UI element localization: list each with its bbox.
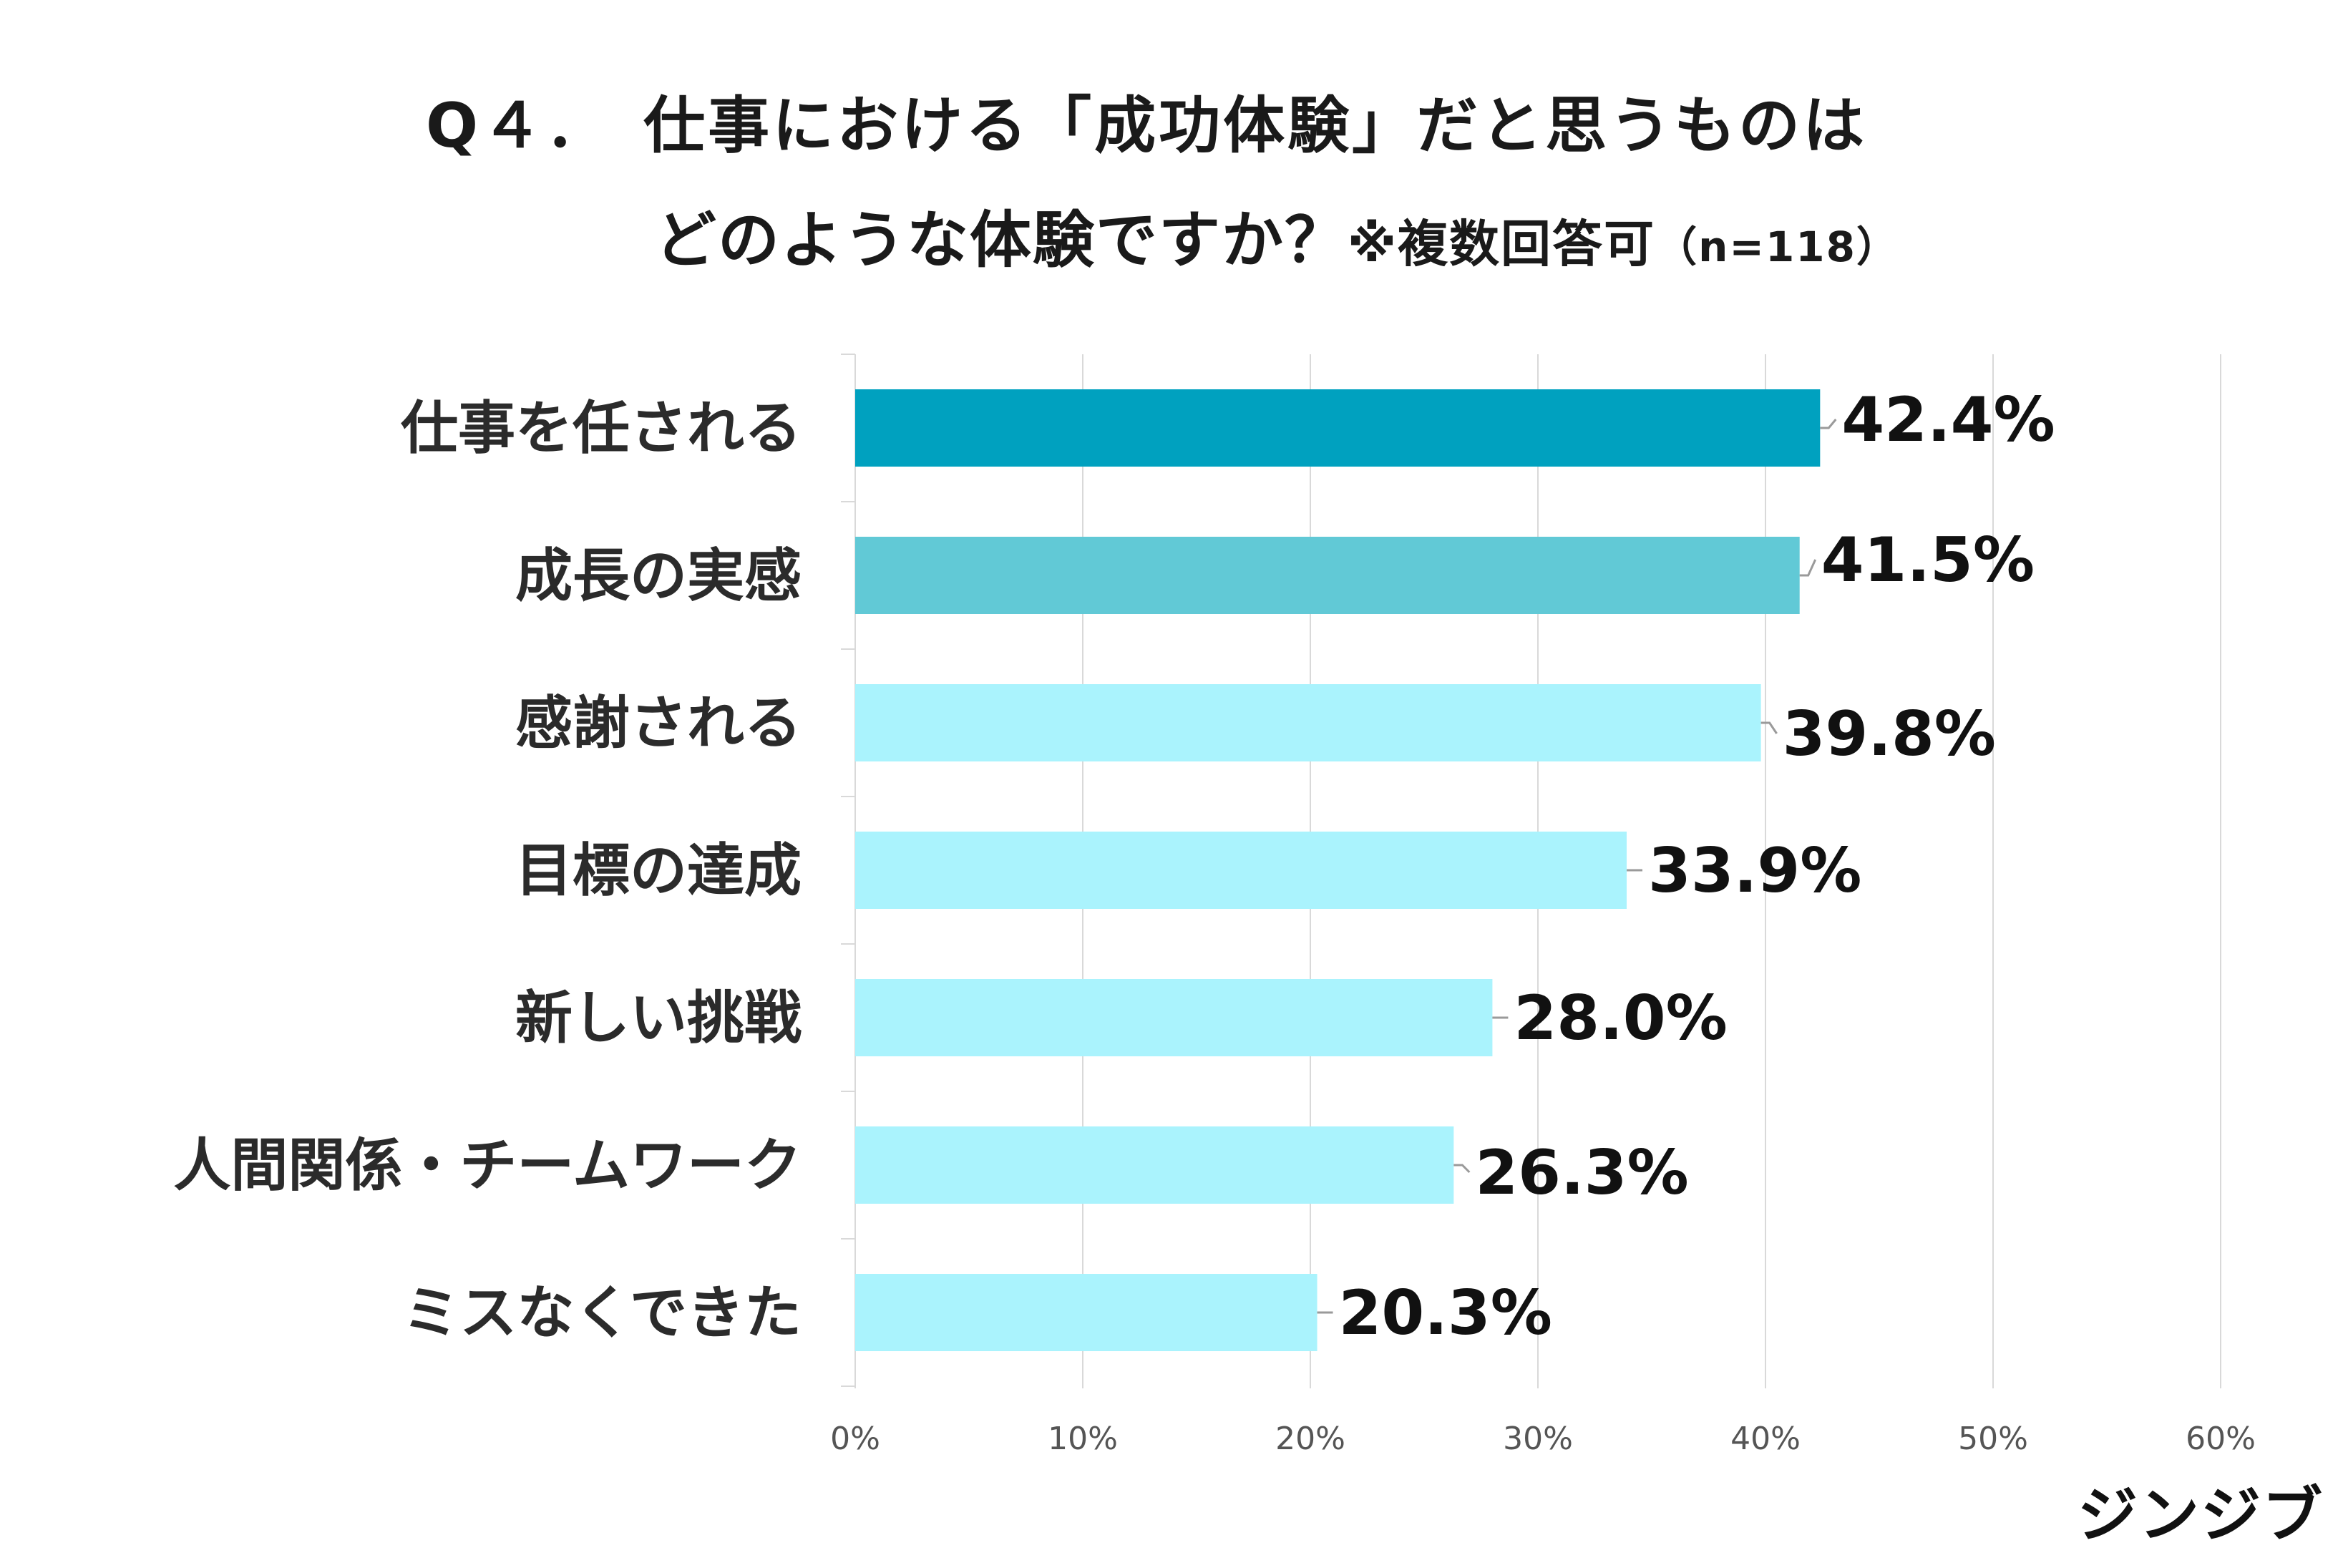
leader-line xyxy=(1820,419,1837,429)
category-label: 目標の達成 xyxy=(515,837,802,904)
leader-lines xyxy=(1317,419,1837,1314)
sample-size: （n=118） xyxy=(1655,223,1900,271)
x-tick-label: 50% xyxy=(1958,1421,2028,1457)
data-label: 41.5% xyxy=(1821,525,2035,596)
title-main: どのような体験ですか？ xyxy=(655,205,1348,276)
x-tick-label: 0% xyxy=(830,1421,880,1457)
value-labels: 42.4% 41.5% 39.8% 33.9% 28.0% 26.3% 20.3% xyxy=(1339,384,2055,1349)
category-labels: 仕事を任される成長の実感感謝される目標の達成新しい挑戦人間関係・チームワークミス… xyxy=(173,395,802,1346)
brand-logo: ジンジブ xyxy=(2077,1480,2324,1550)
category-label: 成長の実感 xyxy=(515,542,802,609)
bar xyxy=(855,1274,1317,1351)
x-tick-label: 10% xyxy=(1048,1421,1118,1457)
leader-line xyxy=(1760,721,1778,734)
data-label: 20.3% xyxy=(1339,1277,1552,1349)
leader-line xyxy=(1453,1164,1471,1174)
data-label: 42.4% xyxy=(1841,384,2055,456)
data-label: 39.8% xyxy=(1783,698,1996,770)
x-axis-ticks: 0% 10% 20% 30% 40% 50% 60% xyxy=(830,1421,2256,1457)
x-tick-label: 40% xyxy=(1730,1421,1801,1457)
category-axis xyxy=(841,354,856,1388)
data-label: 28.0% xyxy=(1514,983,1727,1054)
data-label: 26.3% xyxy=(1475,1137,1688,1209)
chart-title: Q４． 仕事における「成功体験」だと思うものは どのような体験ですか？※複数回答… xyxy=(0,0,2338,286)
bar xyxy=(855,537,1800,614)
category-label: 新しい挑戦 xyxy=(515,985,802,1051)
title-line-2: どのような体験ですか？※複数回答可（n=118） xyxy=(655,190,1899,279)
data-label: 33.9% xyxy=(1648,835,1861,907)
leader-line xyxy=(1799,559,1817,577)
category-label: 感謝される xyxy=(515,690,802,756)
bar xyxy=(855,832,1627,909)
x-tick-label: 30% xyxy=(1503,1421,1573,1457)
bar xyxy=(855,684,1761,761)
x-tick-label: 20% xyxy=(1275,1421,1345,1457)
category-label: ミスなくできた xyxy=(402,1280,802,1346)
bar xyxy=(855,1126,1454,1204)
title-note: ※複数回答可 xyxy=(1348,215,1656,273)
x-tick-label: 60% xyxy=(2186,1421,2256,1457)
bar xyxy=(855,389,1821,467)
title-line-1: Q４． 仕事における「成功体験」だと思うものは xyxy=(426,90,1868,162)
bars xyxy=(855,389,1821,1351)
category-label: 人間関係・チームワーク xyxy=(173,1132,802,1199)
bar xyxy=(855,979,1493,1056)
category-label: 仕事を任される xyxy=(401,395,802,462)
